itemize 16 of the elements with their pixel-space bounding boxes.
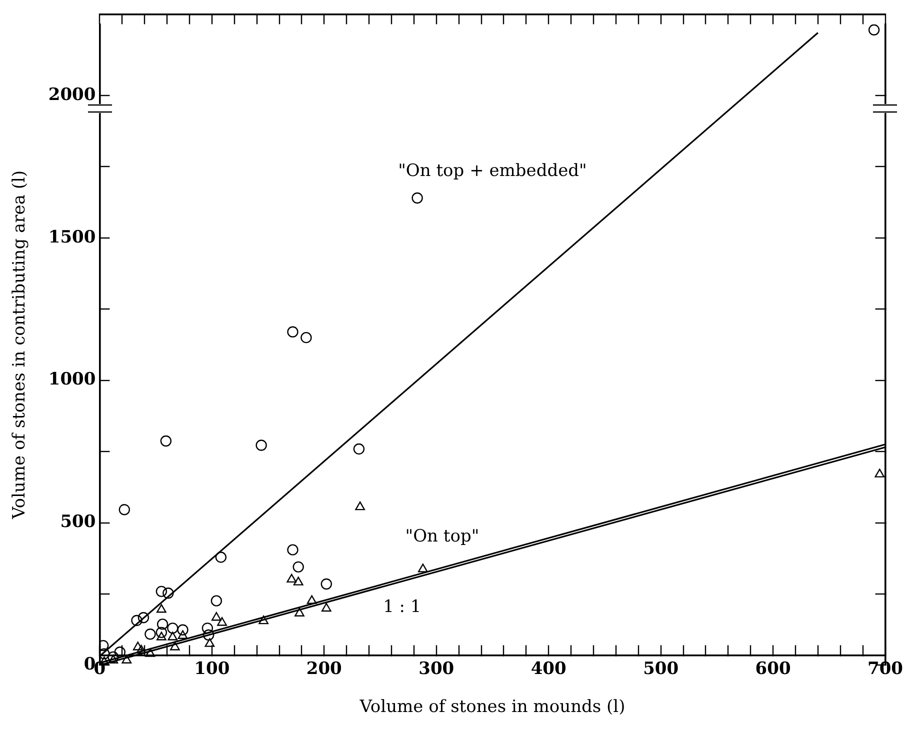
y-tick-label: 1500 (48, 227, 96, 248)
x-tick-label: 600 (755, 658, 791, 679)
x-tick-label: 700 (868, 658, 904, 679)
y-tick-label: 500 (60, 512, 96, 532)
x-tick-label: 100 (194, 658, 230, 679)
annotation: "On top + embedded" (398, 161, 587, 182)
x-tick-label: 200 (306, 658, 342, 679)
y-tick-label: 2000 (48, 84, 96, 105)
y-axis-title: Volume of stones in contributing area (l) (10, 170, 30, 520)
annotation: 1 : 1 (383, 596, 422, 617)
y-tick-label: 1000 (48, 370, 96, 390)
annotation: "On top" (405, 526, 480, 546)
x-tick-label: 500 (643, 658, 679, 679)
x-axis-title: Volume of stones in mounds (l) (358, 697, 626, 718)
x-tick-label: 300 (418, 658, 454, 679)
x-tick-label: 400 (530, 658, 567, 679)
